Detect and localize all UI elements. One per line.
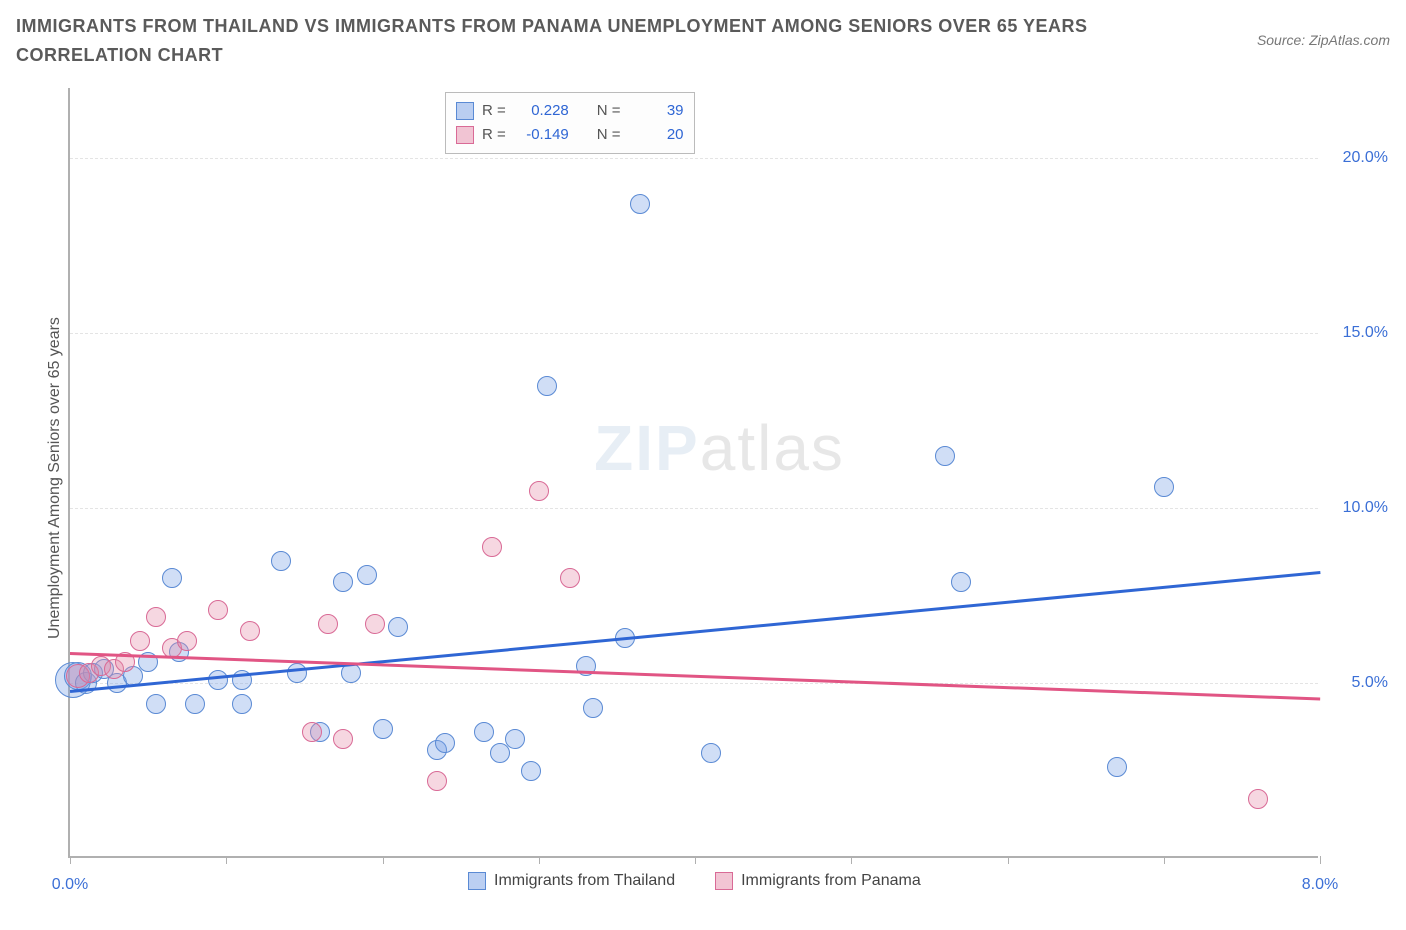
r-label: R = [482, 99, 506, 123]
scatter-point [333, 572, 353, 592]
scatter-point [388, 617, 408, 637]
scatter-point [427, 771, 447, 791]
legend-swatch [468, 872, 486, 890]
scatter-point [435, 733, 455, 753]
scatter-point [529, 481, 549, 501]
x-tick [226, 856, 227, 864]
scatter-point [1107, 757, 1127, 777]
scatter-point [521, 761, 541, 781]
gridline [70, 333, 1318, 334]
scatter-point [302, 722, 322, 742]
scatter-point [232, 694, 252, 714]
scatter-point [701, 743, 721, 763]
scatter-point [240, 621, 260, 641]
n-label: N = [597, 99, 621, 123]
watermark: ZIPatlas [594, 411, 845, 485]
legend-label: Immigrants from Panama [741, 872, 921, 890]
correlation-box: R = 0.228 N = 39 R = -0.149 N = 20 [445, 92, 695, 154]
scatter-point [482, 537, 502, 557]
scatter-point [357, 565, 377, 585]
scatter-point [490, 743, 510, 763]
legend-swatch [456, 102, 474, 120]
x-tick-label: 0.0% [52, 876, 88, 894]
legend-item: Immigrants from Panama [715, 872, 921, 890]
source-label: Source: ZipAtlas.com [1257, 32, 1390, 48]
scatter-point [185, 694, 205, 714]
scatter-point [583, 698, 603, 718]
scatter-point [951, 572, 971, 592]
x-tick [70, 856, 71, 864]
scatter-point [373, 719, 393, 739]
gridline [70, 508, 1318, 509]
scatter-point [162, 568, 182, 588]
y-tick-label: 15.0% [1343, 324, 1388, 342]
page-title: IMMIGRANTS FROM THAILAND VS IMMIGRANTS F… [16, 12, 1116, 70]
scatter-point [287, 663, 307, 683]
x-tick [1008, 856, 1009, 864]
x-tick [1320, 856, 1321, 864]
r-label: R = [482, 123, 506, 147]
scatter-point [474, 722, 494, 742]
scatter-point [208, 670, 228, 690]
x-tick [695, 856, 696, 864]
scatter-point [630, 194, 650, 214]
scatter-point [505, 729, 525, 749]
watermark-atlas: atlas [700, 412, 845, 484]
legend-swatch [456, 126, 474, 144]
scatter-point [365, 614, 385, 634]
scatter-plot-area: ZIPatlas 5.0%10.0%15.0%20.0%0.0%8.0%R =0… [68, 88, 1318, 858]
correlation-row: R = -0.149 N = 20 [456, 123, 684, 147]
scatter-point [537, 376, 557, 396]
legend-bottom: Immigrants from Thailand Immigrants from … [468, 872, 921, 890]
r-value: 0.228 [514, 99, 569, 123]
legend-swatch [715, 872, 733, 890]
x-tick [539, 856, 540, 864]
scatter-point [271, 551, 291, 571]
scatter-point [177, 631, 197, 651]
legend-item: Immigrants from Thailand [468, 872, 675, 890]
y-tick-label: 5.0% [1352, 674, 1388, 692]
scatter-point [935, 446, 955, 466]
scatter-point [333, 729, 353, 749]
x-tick [851, 856, 852, 864]
watermark-zip: ZIP [594, 412, 700, 484]
y-tick-label: 10.0% [1343, 499, 1388, 517]
scatter-point [146, 694, 166, 714]
scatter-point [318, 614, 338, 634]
scatter-point [146, 607, 166, 627]
n-label: N = [597, 123, 621, 147]
x-tick [1164, 856, 1165, 864]
gridline [70, 683, 1318, 684]
legend-label: Immigrants from Thailand [494, 872, 675, 890]
trend-line [70, 652, 1320, 700]
gridline [70, 158, 1318, 159]
scatter-point [560, 568, 580, 588]
scatter-point [1248, 789, 1268, 809]
scatter-point [208, 600, 228, 620]
r-value: -0.149 [514, 123, 569, 147]
n-value: 39 [629, 99, 684, 123]
x-tick-label: 8.0% [1302, 876, 1338, 894]
x-tick [383, 856, 384, 864]
correlation-row: R = 0.228 N = 39 [456, 99, 684, 123]
y-tick-label: 20.0% [1343, 149, 1388, 167]
scatter-point [1154, 477, 1174, 497]
scatter-point [130, 631, 150, 651]
y-axis-label: Unemployment Among Seniors over 65 years [46, 319, 64, 639]
n-value: 20 [629, 123, 684, 147]
